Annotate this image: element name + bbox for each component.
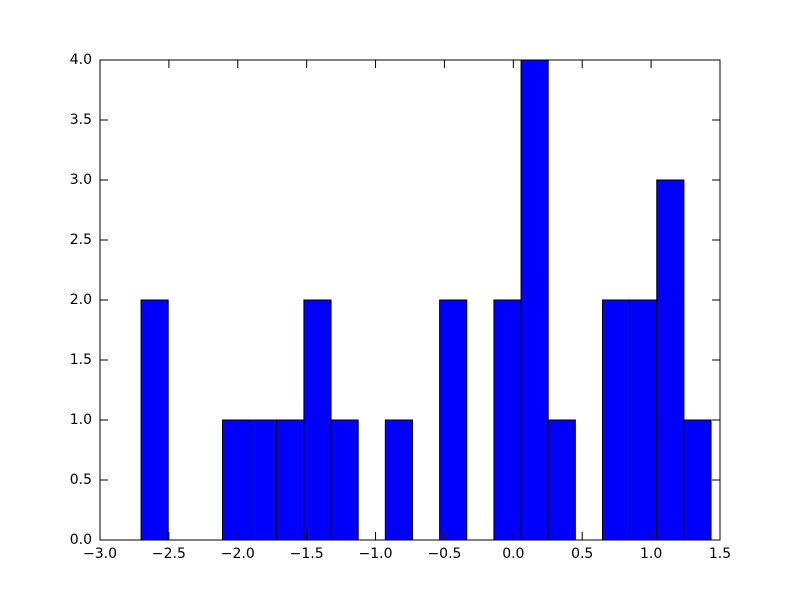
x-tick-label: −1.0 [359,546,393,562]
bar [249,419,278,541]
y-tick-label: 3.5 [70,112,92,128]
bar [276,419,305,541]
x-tick-label: 0.5 [571,546,593,562]
bar [520,59,549,541]
y-tick-label: 2.5 [70,232,92,248]
bar [547,419,576,541]
y-tick-label: 1.0 [70,412,92,428]
bar [683,419,712,541]
y-tick-label: 2.0 [70,292,92,308]
bar [493,299,522,541]
bar [656,179,685,541]
bar [384,419,413,541]
bar [629,299,658,541]
y-tick-label: 4.0 [70,52,92,68]
x-tick-label: −3.0 [83,546,117,562]
y-tick-label: 0.5 [70,472,92,488]
x-tick-label: −2.5 [152,546,186,562]
x-tick-label: −2.0 [221,546,255,562]
bar [221,419,251,541]
x-tick-label: 1.5 [709,546,731,562]
x-tick-label: −0.5 [427,546,461,562]
bar [303,299,332,541]
y-tick-label: 1.5 [70,352,92,368]
x-tick-label: 0.0 [502,546,524,562]
bar [140,299,169,541]
bar [439,299,468,541]
y-tick-label: 3.0 [70,172,92,188]
bar [330,419,359,541]
x-tick-label: 1.0 [640,546,662,562]
x-tick-label: −1.5 [290,546,324,562]
y-tick-label: 0.0 [70,532,92,548]
bar [601,299,631,541]
